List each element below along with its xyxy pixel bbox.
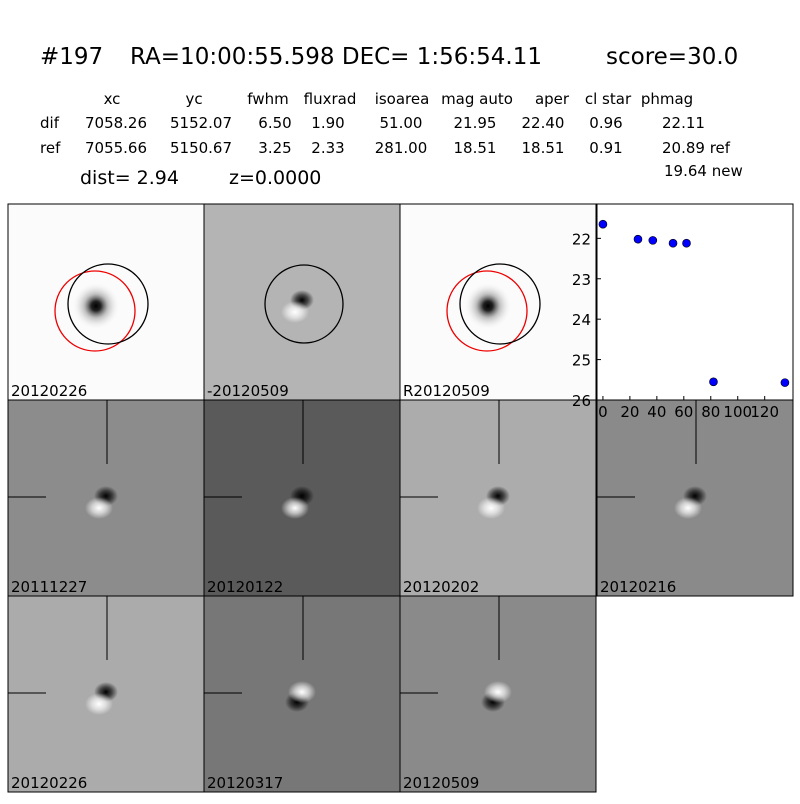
- x-tick-label: 100: [723, 403, 752, 421]
- column-header: cl star: [585, 90, 632, 108]
- column-header: yc: [185, 90, 202, 108]
- stamp-label: -20120509: [207, 382, 289, 400]
- dipole-light: [85, 497, 113, 519]
- table-cell: 22.40: [522, 114, 565, 132]
- ref-circle: [54, 270, 136, 352]
- y-tick-label: 25: [572, 352, 591, 370]
- x-tick-label: 0: [598, 403, 608, 421]
- table-cell: 5152.07: [170, 114, 232, 132]
- data-point: [709, 377, 718, 387]
- score: score=30.0: [606, 44, 738, 70]
- y-tick-label: 24: [572, 311, 591, 329]
- y-tick-label: 23: [572, 271, 591, 289]
- data-point: [633, 234, 643, 244]
- x-tick-label: 80: [701, 403, 720, 421]
- stamp: 20120216: [596, 399, 794, 597]
- data-point: [668, 238, 678, 248]
- table-cell: 5150.67: [170, 139, 232, 157]
- table-cell: 20.89 ref: [662, 139, 731, 157]
- new-mag: 19.64 new: [664, 162, 743, 180]
- aper-circle: [67, 263, 149, 345]
- ref-circle: [446, 270, 528, 352]
- stamp: R20120509: [399, 203, 597, 401]
- y-tick-label: 26: [572, 392, 591, 410]
- stamp-label: 20120226: [11, 382, 87, 400]
- stamp-label: 20120317: [207, 774, 283, 792]
- x-tick-label: 120: [750, 403, 779, 421]
- dipole-light: [674, 497, 702, 519]
- dipole-light: [281, 497, 309, 519]
- redshift: z=0.0000: [229, 167, 321, 189]
- data-point: [648, 236, 658, 245]
- column-header: fwhm: [247, 90, 288, 108]
- column-header: fluxrad: [304, 90, 357, 108]
- stamp: 20111227: [7, 399, 205, 597]
- stamp: 20120122: [203, 399, 401, 597]
- aper-circle: [264, 264, 344, 344]
- distance: dist= 2.94: [80, 167, 179, 189]
- coordinates: RA=10:00:55.598 DEC= 1:56:54.11: [130, 44, 542, 70]
- stamp: 20120509: [399, 595, 597, 793]
- stamp-label: 20120216: [600, 578, 676, 596]
- stamp-label: 20120202: [403, 578, 479, 596]
- table-cell: 21.95: [454, 114, 497, 132]
- x-tick-label: 60: [674, 403, 693, 421]
- row-label: dif: [40, 114, 60, 132]
- stamp-label: 20120226: [11, 774, 87, 792]
- dipole-light: [484, 681, 512, 703]
- table-cell: 281.00: [375, 139, 428, 157]
- plot-area: [596, 203, 794, 401]
- row-label: ref: [40, 139, 61, 157]
- stamp: 20120317: [203, 595, 401, 793]
- stamp: 20120202: [399, 399, 597, 597]
- table-cell: 0.91: [589, 139, 622, 157]
- table-cell: 2.33: [311, 139, 344, 157]
- table-cell: 7058.26: [85, 114, 147, 132]
- y-tick-label: 22: [572, 230, 591, 248]
- table-cell: 22.11: [662, 114, 705, 132]
- column-header: isoarea: [375, 90, 430, 108]
- dipole-light: [281, 301, 309, 323]
- stamp-label: 20120122: [207, 578, 283, 596]
- table-cell: 18.51: [522, 139, 565, 157]
- data-point: [682, 238, 691, 248]
- stamp: 20120226: [7, 595, 205, 793]
- stamp-label: 20120509: [403, 774, 479, 792]
- x-tick-label: 20: [620, 403, 639, 421]
- data-point: [780, 378, 790, 387]
- table-cell: 18.51: [454, 139, 497, 157]
- table-cell: 6.50: [258, 114, 291, 132]
- column-header: mag auto: [441, 90, 513, 108]
- star: [72, 282, 120, 330]
- table-cell: 3.25: [258, 139, 291, 157]
- stamp-label: R20120509: [403, 382, 490, 400]
- column-header: aper: [535, 90, 570, 108]
- stamp: -20120509: [203, 203, 401, 401]
- table-cell: 0.96: [589, 114, 622, 132]
- dipole-light: [477, 497, 505, 519]
- x-tick-label: 40: [647, 403, 666, 421]
- aper-circle: [459, 263, 541, 345]
- dipole-light: [85, 693, 113, 715]
- stamp: 20120226: [7, 203, 205, 401]
- candidate-id: #197: [40, 44, 103, 70]
- stamp-label: 20111227: [11, 578, 87, 596]
- column-header: xc: [104, 90, 121, 108]
- table-cell: 7055.66: [85, 139, 147, 157]
- table-cell: 51.00: [380, 114, 423, 132]
- dipole-light: [288, 681, 316, 703]
- column-header: phmag: [641, 90, 693, 108]
- data-point: [598, 219, 608, 229]
- table-cell: 1.90: [311, 114, 344, 132]
- star: [464, 282, 512, 330]
